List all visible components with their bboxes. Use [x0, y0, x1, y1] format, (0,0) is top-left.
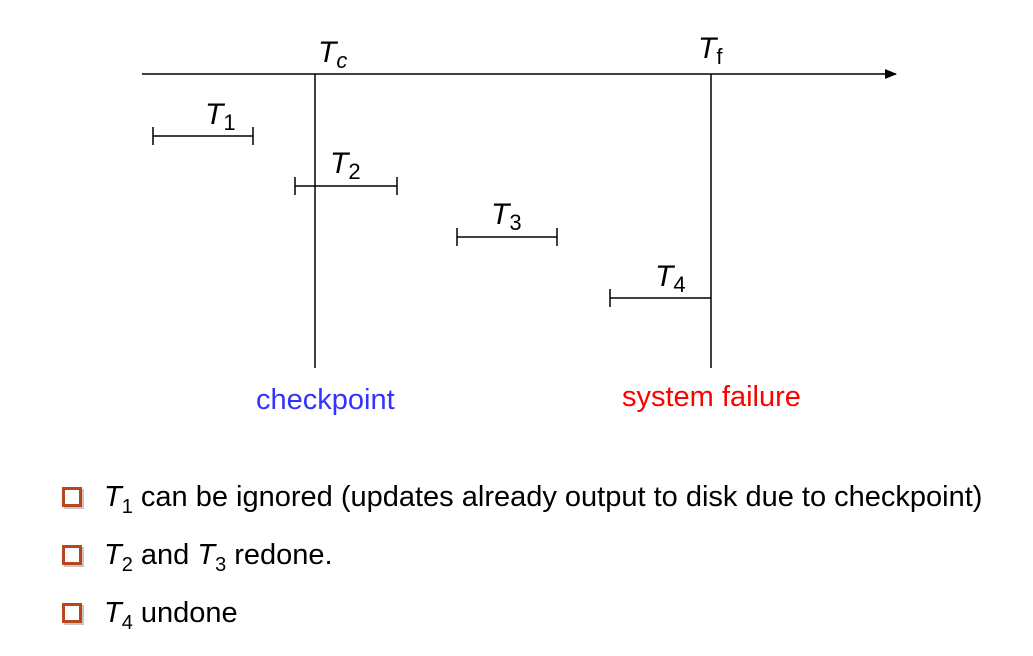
bullet-box-icon [62, 544, 82, 565]
timeline-diagram: Tc Tf T1 T2 T3 T4 checkpoint system fail… [142, 32, 897, 416]
t4-interval [609, 289, 711, 307]
bullet-t2-t3: T2 and T3 redone. [62, 536, 1002, 584]
bullet-t1: T1 can be ignored (updates already outpu… [62, 478, 1002, 526]
t3-interval [456, 228, 558, 246]
t4-label: T4 [655, 260, 686, 297]
checkpoint-label: checkpoint [256, 384, 395, 416]
bullet-box-icon [62, 487, 82, 507]
tf-label: Tf [698, 32, 723, 69]
t2-label: T2 [330, 147, 361, 184]
t2-interval [294, 177, 398, 195]
bullet-t4: T4 undone [62, 594, 1002, 642]
t1-label: T1 [205, 98, 236, 135]
t1-interval [152, 127, 254, 145]
tc-label: Tc [318, 36, 347, 73]
bullet-box-icon [62, 602, 82, 623]
bullet-list: T1 can be ignored (updates already outpu… [62, 478, 1002, 651]
system-failure-label: system failure [622, 381, 801, 413]
t3-label: T3 [491, 198, 522, 235]
